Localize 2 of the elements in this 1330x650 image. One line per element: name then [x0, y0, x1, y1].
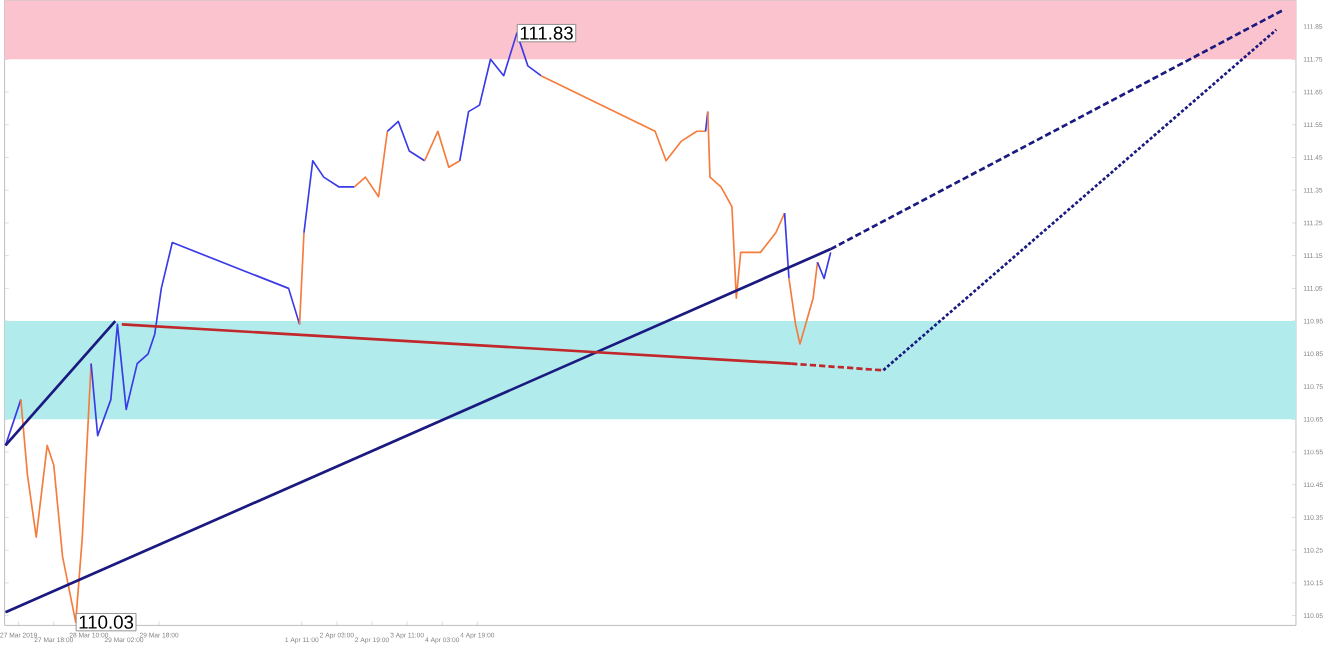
annotation: 110.03	[79, 615, 134, 629]
annotation: 111.83	[520, 26, 573, 40]
